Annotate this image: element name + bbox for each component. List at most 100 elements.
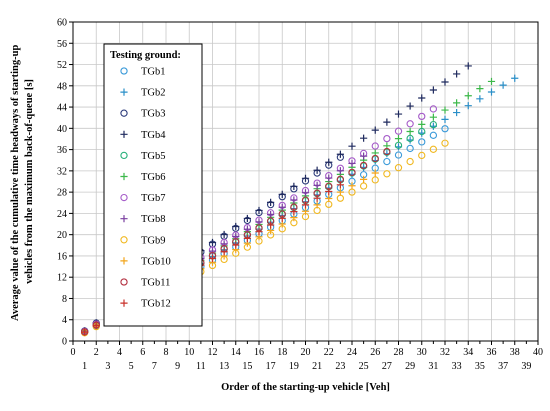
data-point xyxy=(301,207,310,215)
legend-item: TGb1 xyxy=(120,67,166,78)
data-point xyxy=(371,126,379,134)
x-tick-label: 10 xyxy=(184,347,194,358)
y-axis-title: Average value of the cumulative time hea… xyxy=(10,42,35,321)
x-tick-label-minor: 1 xyxy=(82,361,87,372)
data-point xyxy=(429,113,437,121)
data-point xyxy=(406,120,414,128)
data-point xyxy=(325,158,333,166)
data-point xyxy=(278,214,286,222)
data-point xyxy=(464,92,472,100)
data-point xyxy=(453,99,461,107)
data-point xyxy=(383,170,391,178)
data-point xyxy=(383,157,391,166)
data-point xyxy=(220,248,228,256)
y-tick-label: 28 xyxy=(57,188,67,199)
legend-marker xyxy=(120,193,128,202)
data-point xyxy=(394,151,403,159)
legend-marker xyxy=(120,278,128,286)
data-point xyxy=(476,95,484,103)
data-point xyxy=(453,70,461,78)
x-tick-label-minor: 29 xyxy=(405,361,415,372)
legend-label: TGb5 xyxy=(141,151,166,162)
data-point xyxy=(313,194,321,202)
x-tick-label-minor: 19 xyxy=(289,361,299,372)
data-point xyxy=(290,182,298,190)
legend-box xyxy=(103,43,203,327)
data-point xyxy=(429,145,438,153)
legend-item: TGb2 xyxy=(120,88,166,99)
x-tick-label-minor: 31 xyxy=(428,361,438,372)
legend-item: TGb10 xyxy=(120,256,171,267)
y-axis-title-line-2: vehicles from the maximum back-of-queue … xyxy=(24,79,35,284)
legend-item: TGb6 xyxy=(120,172,166,183)
legend-marker xyxy=(120,299,128,307)
data-point xyxy=(371,169,379,177)
data-point xyxy=(394,135,403,143)
data-point xyxy=(406,157,414,166)
x-tick-label-minor: 27 xyxy=(382,361,392,372)
data-point xyxy=(429,86,437,94)
data-point xyxy=(418,120,426,128)
x-tick-label-minor: 37 xyxy=(498,361,508,372)
data-point xyxy=(441,139,449,147)
x-tick-label: 2 xyxy=(94,347,99,358)
legend-marker xyxy=(120,88,128,96)
data-point xyxy=(360,134,368,142)
data-point xyxy=(313,166,321,174)
data-point xyxy=(220,230,228,239)
x-tick-label-minor: 35 xyxy=(475,361,485,372)
legend-marker xyxy=(120,151,128,160)
legend-label: TGb9 xyxy=(141,235,166,246)
legend-label: TGb6 xyxy=(141,172,166,183)
data-point xyxy=(208,254,217,263)
y-tick-label: 40 xyxy=(57,124,67,135)
y-tick-label: 56 xyxy=(57,39,67,50)
data-point xyxy=(394,164,403,172)
data-point xyxy=(383,134,391,143)
legend-title: Testing ground: xyxy=(110,50,181,61)
y-tick-label: 32 xyxy=(57,166,67,177)
x-tick-label-minor: 17 xyxy=(266,361,276,372)
x-tick-label: 24 xyxy=(347,347,357,358)
data-point xyxy=(511,74,519,82)
legend-marker xyxy=(120,215,128,223)
data-point xyxy=(464,102,472,110)
y-tick-label: 36 xyxy=(57,145,67,156)
data-point xyxy=(418,112,426,121)
legend-item: TGb4 xyxy=(120,130,166,141)
legend-label: TGb7 xyxy=(141,193,166,204)
x-tick-label: 8 xyxy=(164,347,169,358)
legend-item: TGb7 xyxy=(120,193,166,204)
legend-label: TGb10 xyxy=(141,256,171,267)
data-point xyxy=(383,147,391,156)
data-point xyxy=(371,176,379,184)
data-point xyxy=(290,214,298,222)
y-tick-label: 4 xyxy=(62,315,67,326)
data-point xyxy=(301,174,310,182)
legend-label: TGb11 xyxy=(141,278,170,289)
x-tick-label-minor: 25 xyxy=(359,361,369,372)
data-point xyxy=(290,207,298,216)
x-tick-label-minor: 39 xyxy=(521,361,531,372)
data-point xyxy=(371,142,379,150)
data-point xyxy=(243,214,251,223)
data-point xyxy=(453,108,461,117)
data-point xyxy=(348,142,356,150)
data-point xyxy=(359,161,368,170)
y-tick-label: 12 xyxy=(57,273,67,284)
x-tick-label-minor: 3 xyxy=(105,361,110,372)
legend-label: TGb12 xyxy=(141,299,171,310)
data-point xyxy=(325,194,333,203)
x-tick-label-minor: 11 xyxy=(196,361,206,372)
data-point xyxy=(348,168,356,177)
data-point xyxy=(476,84,484,93)
data-point xyxy=(418,138,426,146)
y-tick-label: 20 xyxy=(57,230,67,241)
legend: Testing ground: TGb1 TGb2 TGb3 TGb4 TGb5 TGb6… xyxy=(103,43,203,327)
data-point xyxy=(255,228,263,236)
legend-label: TGb1 xyxy=(141,67,166,78)
data-point xyxy=(313,201,321,209)
